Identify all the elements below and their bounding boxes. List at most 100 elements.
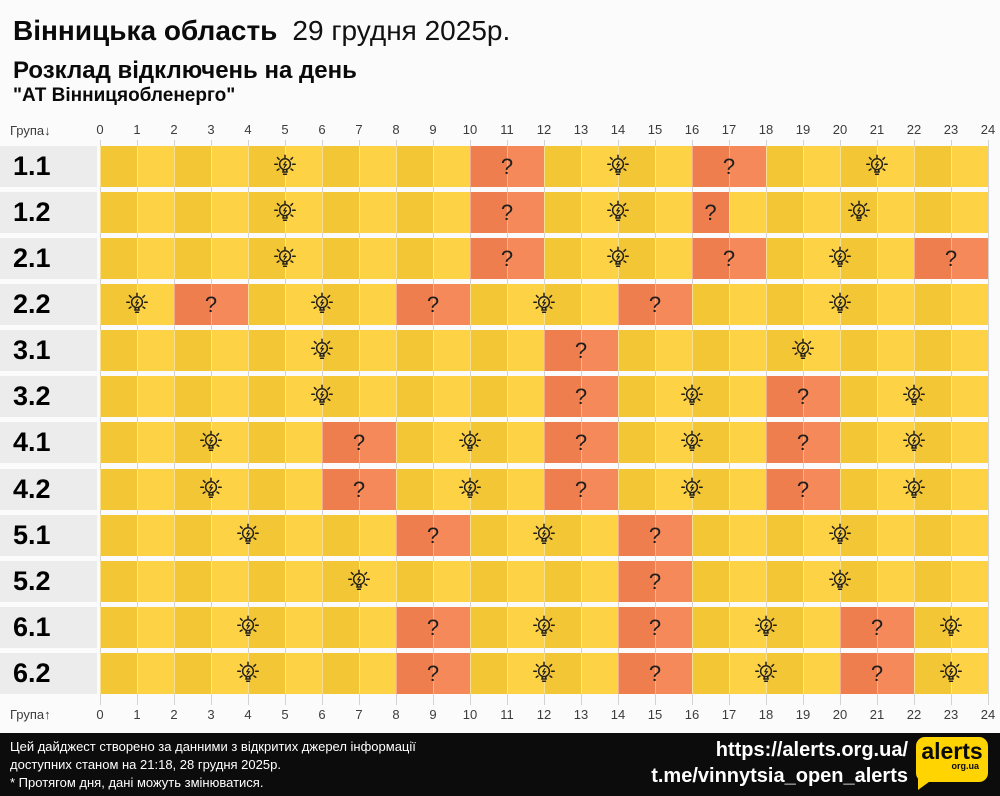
question-mark: ? bbox=[426, 615, 440, 640]
group-label-2.1: 2.1 bbox=[0, 238, 97, 279]
timeline-bar-2.2: ??? bbox=[100, 284, 988, 325]
possible-outage-cell: ? bbox=[618, 561, 692, 602]
group-label-text: 1.2 bbox=[13, 197, 51, 227]
group-label-1.2: 1.2 bbox=[0, 192, 97, 233]
question-mark: ? bbox=[426, 292, 440, 317]
lightbulb-icon bbox=[753, 660, 779, 687]
group-label-text: 3.2 bbox=[13, 381, 51, 411]
telegram-link[interactable]: t.me/vinnytsia_open_alerts bbox=[651, 765, 908, 787]
possible-outage-cell: ? bbox=[396, 284, 470, 325]
question-mark: ? bbox=[352, 430, 366, 455]
hour-tick-23: 23 bbox=[943, 707, 959, 722]
lightbulb-icon bbox=[901, 383, 927, 410]
question-mark: ? bbox=[648, 523, 662, 548]
hour-tick-7: 7 bbox=[355, 707, 363, 722]
region-title: Вінницька область bbox=[13, 15, 278, 46]
hour-tick-3: 3 bbox=[207, 122, 215, 137]
lightbulb-icon bbox=[272, 245, 298, 272]
lightbulb-icon bbox=[457, 429, 483, 456]
question-mark: ? bbox=[500, 200, 514, 225]
hour-tick-24: 24 bbox=[980, 122, 996, 137]
possible-outage-cell: ? bbox=[470, 146, 544, 187]
question-mark: ? bbox=[722, 246, 736, 271]
hour-tick-10: 10 bbox=[462, 707, 478, 722]
question-mark: ? bbox=[722, 154, 736, 179]
group-label-4.1: 4.1 bbox=[0, 422, 97, 463]
possible-outage-cell: ? bbox=[544, 469, 618, 510]
hour-tick-13: 13 bbox=[573, 122, 589, 137]
possible-outage-cell: ? bbox=[766, 376, 840, 417]
hour-tick-16: 16 bbox=[684, 122, 700, 137]
lightbulb-icon bbox=[864, 153, 890, 180]
timeline-bar-2.1: ??? bbox=[100, 238, 988, 279]
group-label-text: 4.2 bbox=[13, 474, 51, 504]
question-mark: ? bbox=[204, 292, 218, 317]
hour-tick-7: 7 bbox=[355, 122, 363, 137]
group-label-text: 1.1 bbox=[13, 151, 51, 181]
question-mark: ? bbox=[648, 569, 662, 594]
lightbulb-icon bbox=[679, 476, 705, 503]
question-mark: ? bbox=[796, 477, 810, 502]
footer-line-1: Цей дайджест створено за данними з відкр… bbox=[10, 739, 416, 754]
possible-outage-cell: ? bbox=[544, 422, 618, 463]
alerts-logo: alerts org.ua bbox=[916, 737, 988, 790]
footer-links: https://alerts.org.ua/ t.me/vinnytsia_op… bbox=[651, 737, 908, 789]
page-title: Вінницька область 29 грудня 2025р. bbox=[13, 15, 510, 47]
group-axis-caption-bottom: Група↑ bbox=[10, 707, 51, 722]
possible-outage-cell: ? bbox=[396, 653, 470, 694]
timeline-bar-1.1: ?? bbox=[100, 146, 988, 187]
question-mark: ? bbox=[648, 661, 662, 686]
group-label-5.1: 5.1 bbox=[0, 515, 97, 556]
question-mark: ? bbox=[870, 615, 884, 640]
group-label-text: 5.2 bbox=[13, 566, 51, 596]
lightbulb-icon bbox=[901, 476, 927, 503]
timeline-bar-4.2: ??? bbox=[100, 469, 988, 510]
lightbulb-icon bbox=[846, 199, 872, 226]
hour-tick-20: 20 bbox=[832, 122, 848, 137]
group-label-text: 3.1 bbox=[13, 335, 51, 365]
lightbulb-icon bbox=[938, 660, 964, 687]
lightbulb-icon bbox=[198, 476, 224, 503]
possible-outage-cell: ? bbox=[322, 469, 396, 510]
question-mark: ? bbox=[870, 661, 884, 686]
hour-tick-18: 18 bbox=[758, 707, 774, 722]
hour-tick-14: 14 bbox=[610, 707, 626, 722]
group-label-4.2: 4.2 bbox=[0, 469, 97, 510]
question-mark: ? bbox=[352, 477, 366, 502]
group-label-text: 6.1 bbox=[13, 612, 51, 642]
hour-tick-3: 3 bbox=[207, 707, 215, 722]
hour-tick-0: 0 bbox=[96, 122, 104, 137]
lightbulb-icon bbox=[827, 522, 853, 549]
timeline-bar-6.1: ??? bbox=[100, 607, 988, 648]
lightbulb-icon bbox=[235, 660, 261, 687]
hour-tick-15: 15 bbox=[647, 707, 663, 722]
possible-outage-cell: ? bbox=[396, 515, 470, 556]
hour-tick-5: 5 bbox=[281, 707, 289, 722]
hour-tick-19: 19 bbox=[795, 707, 811, 722]
lightbulb-icon bbox=[309, 291, 335, 318]
possible-outage-cell: ? bbox=[914, 238, 988, 279]
possible-outage-cell: ? bbox=[692, 192, 729, 233]
hour-tick-13: 13 bbox=[573, 707, 589, 722]
site-link[interactable]: https://alerts.org.ua/ bbox=[715, 739, 908, 761]
question-mark: ? bbox=[426, 661, 440, 686]
question-mark: ? bbox=[574, 477, 588, 502]
provider-name: "АТ Вінницяобленерго" bbox=[13, 85, 236, 106]
possible-outage-cell: ? bbox=[470, 238, 544, 279]
group-label-1.1: 1.1 bbox=[0, 146, 97, 187]
group-label-5.2: 5.2 bbox=[0, 561, 97, 602]
timeline-bar-3.1: ? bbox=[100, 330, 988, 371]
footer-disclaimer: Цей дайджест створено за данними з відкр… bbox=[10, 738, 416, 792]
hour-tick-6: 6 bbox=[318, 707, 326, 722]
hour-tick-9: 9 bbox=[429, 122, 437, 137]
group-label-6.1: 6.1 bbox=[0, 607, 97, 648]
timeline-bar-4.1: ??? bbox=[100, 422, 988, 463]
lightbulb-icon bbox=[938, 614, 964, 641]
possible-outage-cell: ? bbox=[766, 469, 840, 510]
question-mark: ? bbox=[500, 246, 514, 271]
group-label-text: 5.1 bbox=[13, 520, 51, 550]
lightbulb-icon bbox=[309, 383, 335, 410]
group-label-2.2: 2.2 bbox=[0, 284, 97, 325]
lightbulb-icon bbox=[235, 522, 261, 549]
lightbulb-icon bbox=[531, 660, 557, 687]
